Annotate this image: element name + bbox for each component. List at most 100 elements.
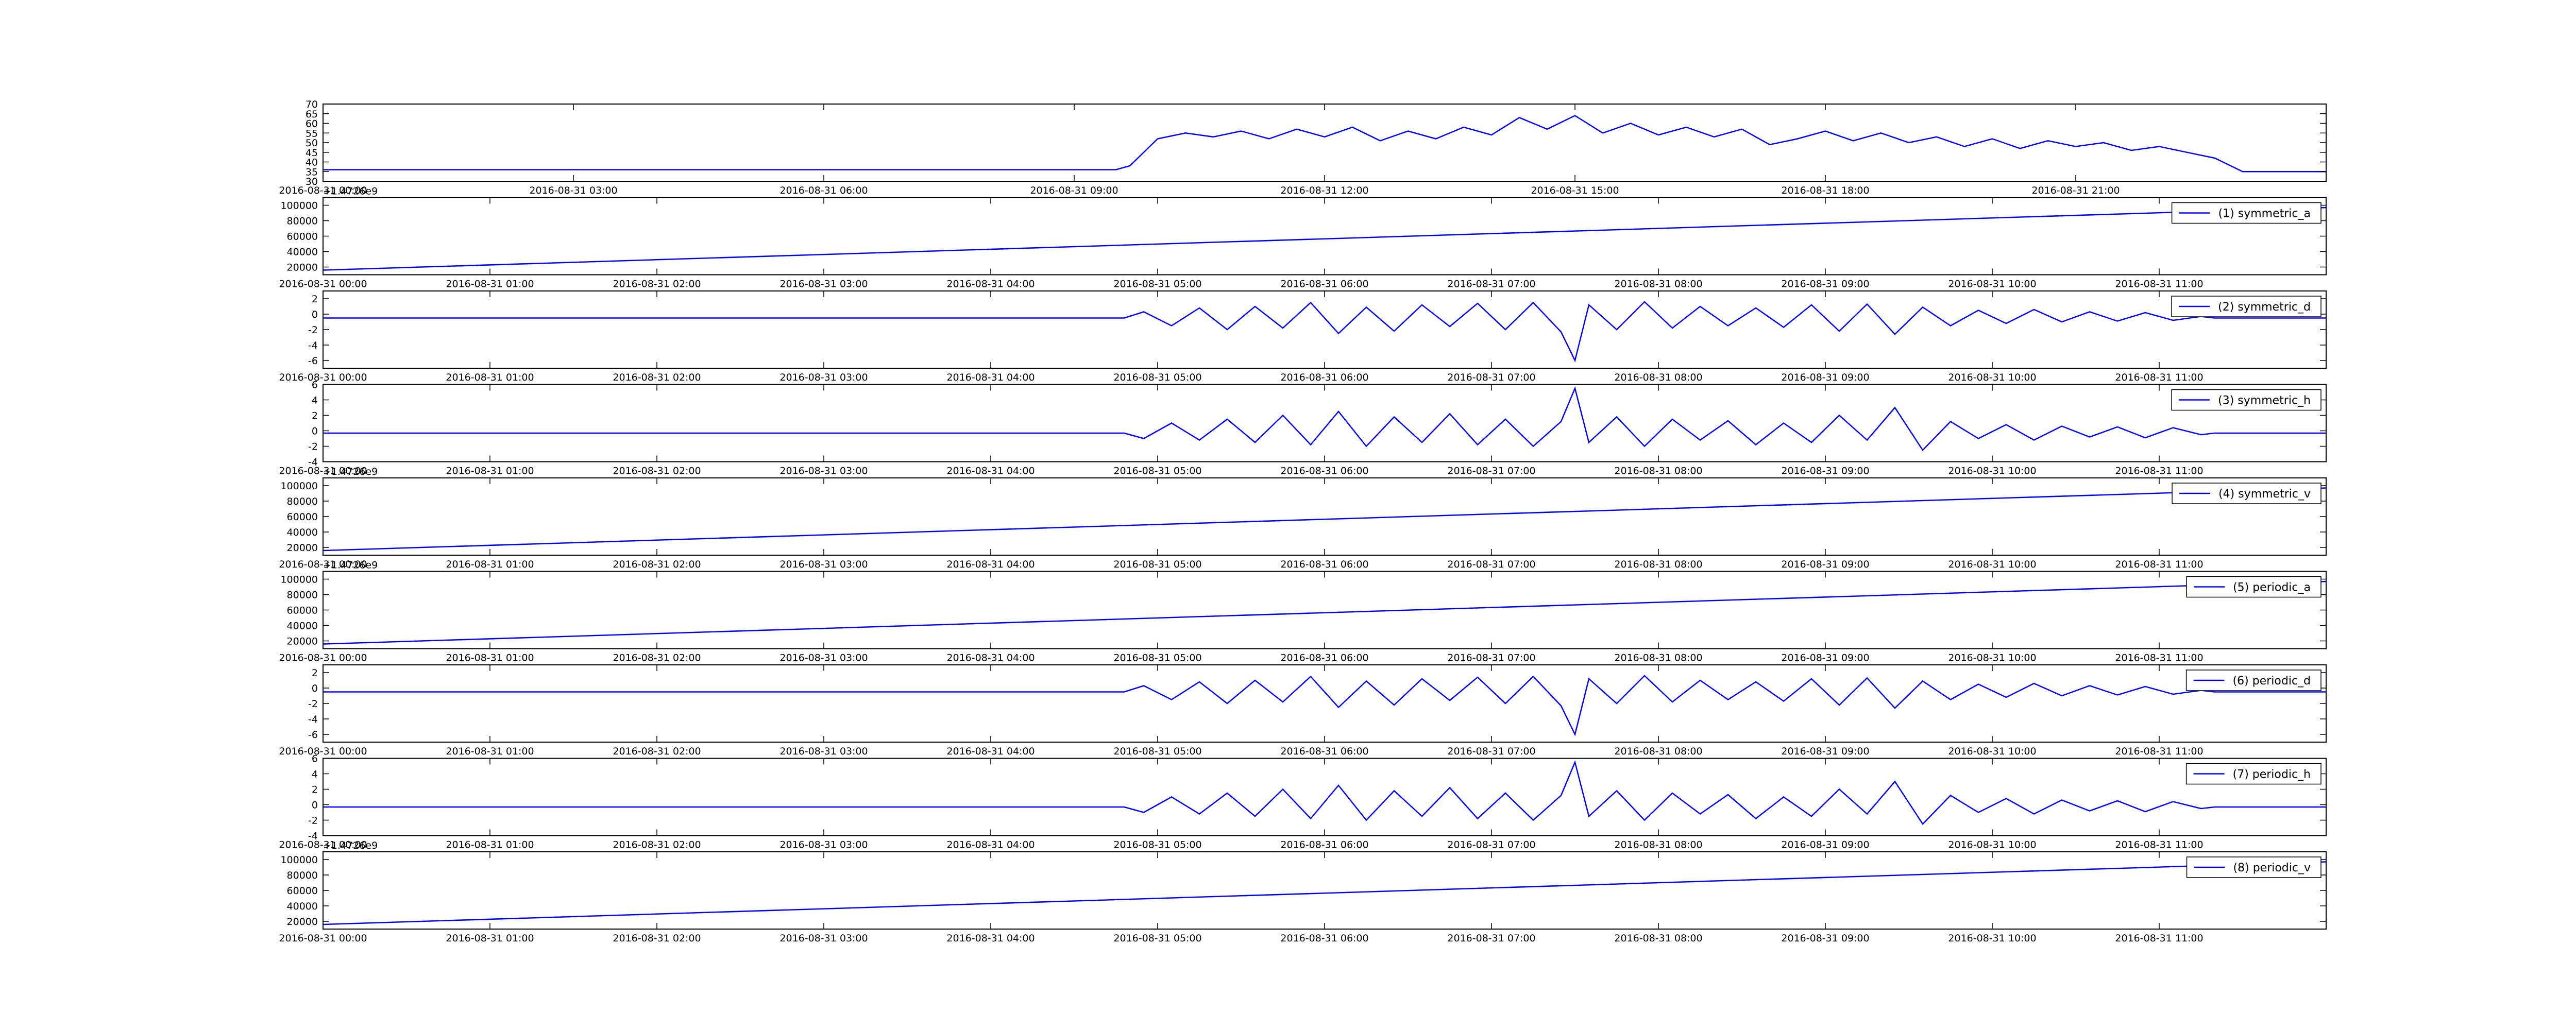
plot-area (323, 384, 2326, 462)
x-tick-label: 2016-08-31 11:00 (2115, 933, 2203, 944)
x-tick-label: 2016-08-31 09:00 (1781, 653, 1869, 664)
x-tick-label: 2016-08-31 08:00 (1614, 839, 1702, 851)
y-tick-label: -2 (308, 815, 318, 827)
x-tick-label: 2016-08-31 06:00 (1280, 372, 1368, 383)
x-tick-label: 2016-08-31 08:00 (1614, 746, 1702, 757)
x-tick-label: 2016-08-31 07:00 (1447, 559, 1535, 570)
data-line (323, 207, 2327, 271)
x-tick-label: 2016-08-31 04:00 (946, 372, 1035, 383)
x-tick-label: 2016-08-31 09:00 (1781, 746, 1869, 757)
x-tick-label: 2016-08-31 08:00 (1614, 933, 1702, 944)
x-tick-label: 2016-08-31 09:00 (1781, 839, 1869, 851)
x-tick-label: 2016-08-31 01:00 (446, 279, 534, 290)
data-line (323, 386, 2326, 451)
y-tick-label: 6 (312, 753, 318, 765)
data-line (323, 675, 2326, 736)
y-tick-label: 60000 (287, 511, 318, 523)
plot-area (323, 571, 2326, 649)
x-tick-label: 2016-08-31 08:00 (1614, 466, 1702, 477)
y-tick-label: -2 (308, 698, 318, 710)
x-tick-label: 2016-08-31 01:00 (446, 933, 534, 944)
x-tick-label: 2016-08-31 06:00 (1280, 746, 1368, 757)
x-tick-label: 2016-08-31 02:00 (613, 653, 701, 664)
legend-label: (5) periodic_a (2233, 581, 2311, 594)
legend-label: (7) periodic_h (2233, 768, 2311, 781)
data-line (323, 760, 2326, 825)
x-tick-label: 2016-08-31 04:00 (946, 933, 1035, 944)
y-tick-label: 60000 (287, 885, 318, 897)
x-tick-label: 2016-08-31 10:00 (1948, 653, 2036, 664)
x-tick-label: 2016-08-31 08:00 (1614, 279, 1702, 290)
y-tick-label: 100000 (280, 854, 318, 866)
y-tick-label: 2 (312, 667, 318, 679)
legend-box (2172, 483, 2321, 504)
plot-area (323, 852, 2326, 929)
data-line (323, 861, 2327, 925)
x-tick-label: 2016-08-31 10:00 (1948, 279, 2036, 290)
y-tick-label: 20000 (287, 542, 318, 554)
x-tick-label: 2016-08-31 04:00 (946, 839, 1035, 851)
x-tick-label: 2016-08-31 10:00 (1948, 933, 2036, 944)
x-tick-label: 2016-08-31 01:00 (446, 746, 534, 757)
y-tick-label: 100000 (280, 574, 318, 586)
x-tick-label: 2016-08-31 00:00 (279, 746, 367, 757)
y-tick-label: 0 (312, 426, 318, 437)
x-tick-label: 2016-08-31 03:00 (779, 372, 868, 383)
x-tick-label: 2016-08-31 03:00 (779, 653, 868, 664)
x-tick-label: 2016-08-31 06:00 (779, 185, 868, 196)
x-tick-label: 2016-08-31 09:00 (1781, 279, 1869, 290)
x-tick-label: 2016-08-31 11:00 (2115, 839, 2203, 851)
y-tick-label: 20000 (287, 636, 318, 647)
y-tick-label: 2 (312, 784, 318, 796)
x-tick-label: 2016-08-31 11:00 (2115, 559, 2203, 570)
data-line (323, 301, 2326, 363)
legend-label: (2) symmetric_d (2218, 301, 2311, 314)
x-tick-label: 2016-08-31 00:00 (279, 653, 367, 664)
x-tick-label: 2016-08-31 07:00 (1447, 466, 1535, 477)
x-tick-label: 2016-08-31 08:00 (1614, 559, 1702, 570)
x-tick-label: 2016-08-31 04:00 (946, 279, 1035, 290)
x-tick-label: 2016-08-31 06:00 (1280, 466, 1368, 477)
x-tick-label: 2016-08-31 03:00 (779, 559, 868, 570)
x-tick-label: 2016-08-31 00:00 (279, 466, 367, 477)
y-tick-label: 2 (312, 410, 318, 422)
x-tick-label: 2016-08-31 07:00 (1447, 839, 1535, 851)
data-line (323, 580, 2327, 645)
x-tick-label: 2016-08-31 09:00 (1781, 372, 1869, 383)
y-tick-label: 6 (312, 380, 318, 391)
x-tick-label: 2016-08-31 00:00 (279, 372, 367, 383)
y-tick-label: 80000 (287, 870, 318, 881)
y-tick-label: 0 (312, 309, 318, 320)
x-tick-label: 2016-08-31 03:00 (779, 466, 868, 477)
offset-text: +1.4726e9 (323, 466, 378, 477)
x-tick-label: 2016-08-31 10:00 (1948, 372, 2036, 383)
plot-area (323, 291, 2326, 368)
y-tick-label: 20000 (287, 262, 318, 273)
legend-label: (1) symmetric_a (2218, 208, 2311, 220)
y-tick-label: 80000 (287, 496, 318, 507)
x-tick-label: 2016-08-31 05:00 (1113, 839, 1201, 851)
x-tick-label: 2016-08-31 05:00 (1113, 279, 1201, 290)
y-tick-label: 20000 (287, 916, 318, 928)
y-tick-label: 60000 (287, 231, 318, 243)
legend-label: (8) periodic_v (2233, 862, 2311, 874)
y-tick-label: 40000 (287, 247, 318, 258)
x-tick-label: 2016-08-31 02:00 (613, 839, 701, 851)
x-tick-label: 2016-08-31 00:00 (279, 185, 367, 196)
y-tick-label: 60000 (287, 605, 318, 616)
x-tick-label: 2016-08-31 03:00 (779, 746, 868, 757)
x-tick-label: 2016-08-31 04:00 (946, 653, 1035, 664)
y-tick-label: 100000 (280, 200, 318, 212)
x-tick-label: 2016-08-31 01:00 (446, 559, 534, 570)
y-tick-label: 0 (312, 800, 318, 811)
y-tick-label: 60 (306, 118, 318, 130)
x-tick-label: 2016-08-31 07:00 (1447, 933, 1535, 944)
y-tick-label: 40000 (287, 621, 318, 632)
x-tick-label: 2016-08-31 00:00 (279, 559, 367, 570)
x-tick-label: 2016-08-31 07:00 (1447, 746, 1535, 757)
y-tick-label: 80000 (287, 216, 318, 227)
data-line (323, 487, 2327, 552)
y-tick-label: 80000 (287, 590, 318, 601)
